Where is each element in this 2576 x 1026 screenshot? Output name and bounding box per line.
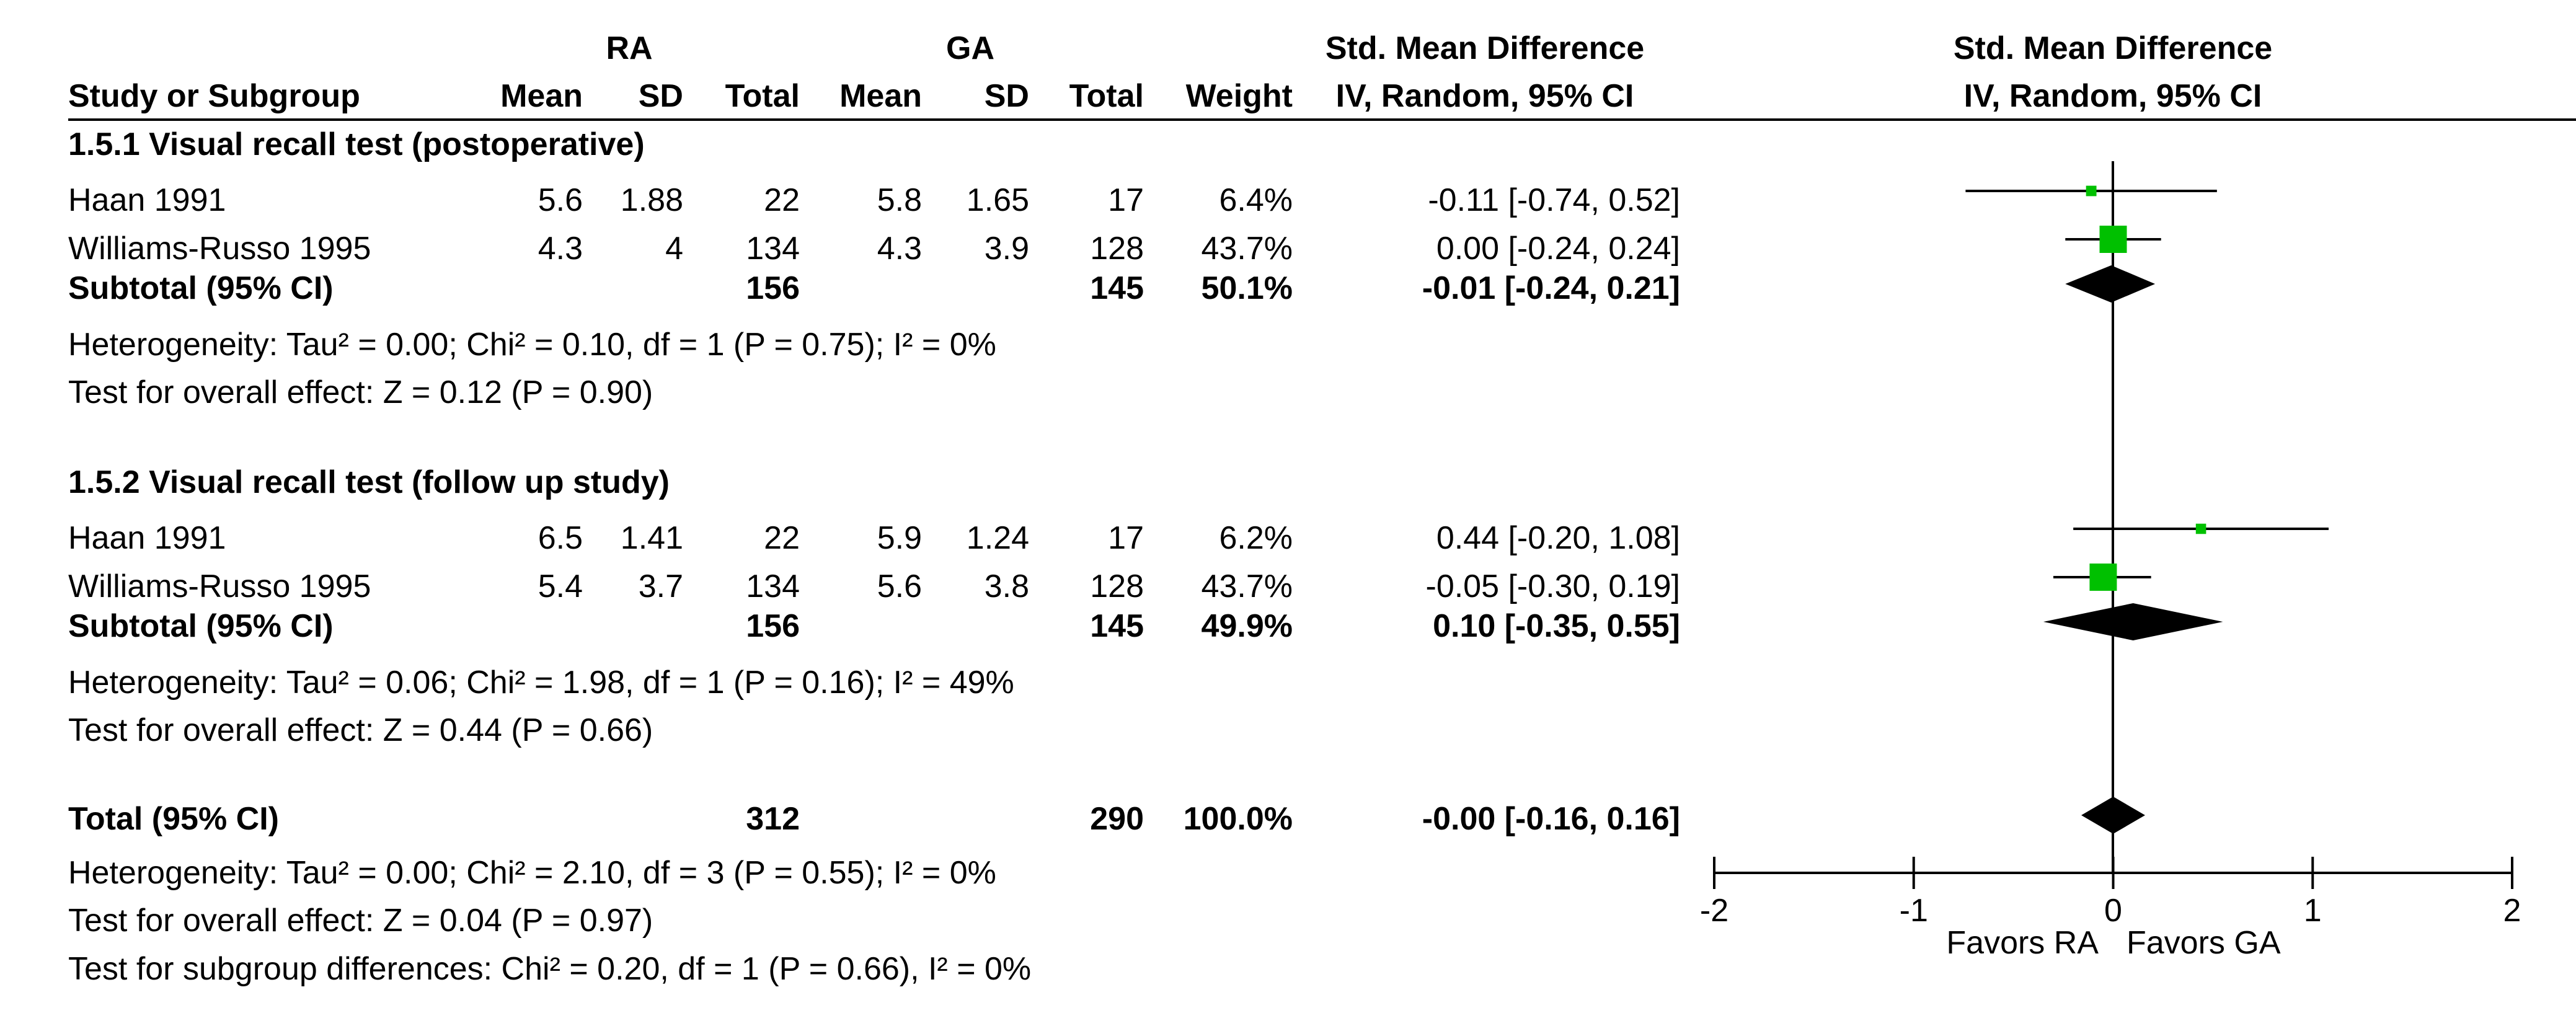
overall-effect-text: Test for overall effect: Z = 0.44 (P = 0… [68, 712, 653, 748]
subgroup-differences-text: Test for subgroup differences: Chi² = 0.… [68, 951, 1031, 987]
subtotal-total1: 156 [746, 608, 800, 644]
sd1-column-header: SD [639, 78, 683, 114]
table-row: Williams-Russo 1995 5.4 3.7 134 5.6 3.8 … [68, 568, 1680, 604]
plot-marks [1965, 185, 2329, 834]
total-total1: 312 [746, 801, 800, 837]
sd1-cell: 4 [665, 231, 683, 267]
sd2-cell: 1.65 [967, 182, 1029, 218]
mean1-column-header: Mean [500, 78, 583, 114]
total1-cell: 134 [746, 568, 800, 604]
total2-cell: 128 [1090, 231, 1144, 267]
mean2-cell: 5.8 [877, 182, 922, 218]
table-row: Haan 1991 6.5 1.41 22 5.9 1.24 17 6.2% 0… [68, 520, 1680, 556]
total2-cell: 17 [1108, 520, 1144, 556]
subgroup-2-title: 1.5.2 Visual recall test (follow up stud… [68, 464, 670, 500]
study-name: Williams-Russo 1995 [68, 568, 371, 604]
subtotal-total2: 145 [1090, 608, 1144, 644]
subtotal-ci: 0.10 [-0.35, 0.55] [1433, 608, 1680, 644]
ci-cell: -0.11 [-0.74, 0.52] [1428, 182, 1680, 218]
sd1-cell: 3.7 [639, 568, 683, 604]
subtotal-total2: 145 [1090, 270, 1144, 306]
subtotal-diamond [2043, 603, 2223, 640]
x-tick-label: 2 [2503, 893, 2521, 929]
subtotal-weight: 49.9% [1202, 608, 1293, 644]
total-total2: 290 [1090, 801, 1144, 837]
total-ci: -0.00 [-0.16, 0.16] [1422, 801, 1680, 837]
x-axis-ticks: -2 -1 0 1 2 [1700, 857, 2521, 929]
mean1-cell: 4.3 [538, 231, 583, 267]
subtotal-total1: 156 [746, 270, 800, 306]
subtotal-label: Subtotal (95% CI) [68, 270, 334, 306]
mean1-cell: 6.5 [538, 520, 583, 556]
plot-subtitle: IV, Random, 95% CI [1964, 78, 2262, 114]
study-marker [2086, 185, 2097, 197]
sd2-cell: 1.24 [967, 520, 1029, 556]
study-marker [2089, 564, 2117, 591]
mean1-cell: 5.6 [538, 182, 583, 218]
subgroup-1-title: 1.5.1 Visual recall test (postoperative) [68, 126, 645, 162]
study-marker [2099, 226, 2127, 253]
mean1-cell: 5.4 [538, 568, 583, 604]
weight-cell: 6.4% [1219, 182, 1293, 218]
total2-cell: 17 [1108, 182, 1144, 218]
weight-cell: 43.7% [1202, 231, 1293, 267]
total1-cell: 134 [746, 231, 800, 267]
sd2-cell: 3.9 [985, 231, 1029, 267]
table-row: Williams-Russo 1995 4.3 4 134 4.3 3.9 12… [68, 231, 1680, 267]
subtotal-row: Subtotal (95% CI) 156 145 49.9% 0.10 [-0… [68, 608, 1680, 644]
plot-title: Std. Mean Difference [1954, 30, 2272, 66]
subtotal-diamond [2065, 265, 2156, 303]
mean2-cell: 5.9 [877, 520, 922, 556]
heterogeneity-text: Heterogeneity: Tau² = 0.06; Chi² = 1.98,… [68, 665, 1014, 701]
weight-column-header: Weight [1186, 78, 1293, 114]
group1-header: RA [606, 30, 652, 66]
total-heterogeneity-text: Heterogeneity: Tau² = 0.00; Chi² = 2.10,… [68, 855, 996, 891]
subtotal-label: Subtotal (95% CI) [68, 608, 334, 644]
study-column-header: Study or Subgroup [68, 78, 360, 114]
ci-cell: 0.00 [-0.24, 0.24] [1436, 231, 1680, 267]
table-row: Haan 1991 5.6 1.88 22 5.8 1.65 17 6.4% -… [68, 182, 1680, 218]
sd1-cell: 1.88 [621, 182, 683, 218]
subtotal-row: Subtotal (95% CI) 156 145 50.1% -0.01 [-… [68, 270, 1680, 306]
heterogeneity-text: Heterogeneity: Tau² = 0.00; Chi² = 0.10,… [68, 327, 996, 363]
x-tick-label: -2 [1700, 893, 1728, 929]
total-overall-effect-text: Test for overall effect: Z = 0.04 (P = 0… [68, 903, 653, 939]
smd-column-title: Std. Mean Difference [1326, 30, 1644, 66]
mean2-column-header: Mean [839, 78, 922, 114]
total2-column-header: Total [1069, 78, 1144, 114]
study-name: Williams-Russo 1995 [68, 231, 371, 267]
total-label: Total (95% CI) [68, 801, 279, 837]
total-diamond [2081, 797, 2145, 834]
x-tick-label: 1 [2304, 893, 2322, 929]
sd2-column-header: SD [985, 78, 1029, 114]
total-weight: 100.0% [1184, 801, 1293, 837]
weight-cell: 43.7% [1202, 568, 1293, 604]
overall-effect-text: Test for overall effect: Z = 0.12 (P = 0… [68, 374, 653, 410]
ci-cell: 0.44 [-0.20, 1.08] [1436, 520, 1680, 556]
favors-left-label: Favors RA [1946, 925, 2099, 961]
sd2-cell: 3.8 [985, 568, 1029, 604]
total1-cell: 22 [764, 182, 800, 218]
ci-cell: -0.05 [-0.30, 0.19] [1426, 568, 1681, 604]
group2-header: GA [946, 30, 994, 66]
subtotal-ci: -0.01 [-0.24, 0.21] [1422, 270, 1680, 306]
total2-cell: 128 [1090, 568, 1144, 604]
x-tick-label: -1 [1900, 893, 1928, 929]
study-marker [2195, 523, 2206, 534]
sd1-cell: 1.41 [621, 520, 683, 556]
weight-cell: 6.2% [1219, 520, 1293, 556]
study-name: Haan 1991 [68, 182, 226, 218]
subtotal-weight: 50.1% [1202, 270, 1293, 306]
mean2-cell: 4.3 [877, 231, 922, 267]
total1-cell: 22 [764, 520, 800, 556]
favors-right-label: Favors GA [2127, 925, 2281, 961]
study-name: Haan 1991 [68, 520, 226, 556]
mean2-cell: 5.6 [877, 568, 922, 604]
total-row: Total (95% CI) 312 290 100.0% -0.00 [-0.… [68, 801, 1680, 837]
x-tick-label: 0 [2104, 893, 2122, 929]
total1-column-header: Total [725, 78, 800, 114]
smd-column-subtitle: IV, Random, 95% CI [1336, 78, 1634, 114]
